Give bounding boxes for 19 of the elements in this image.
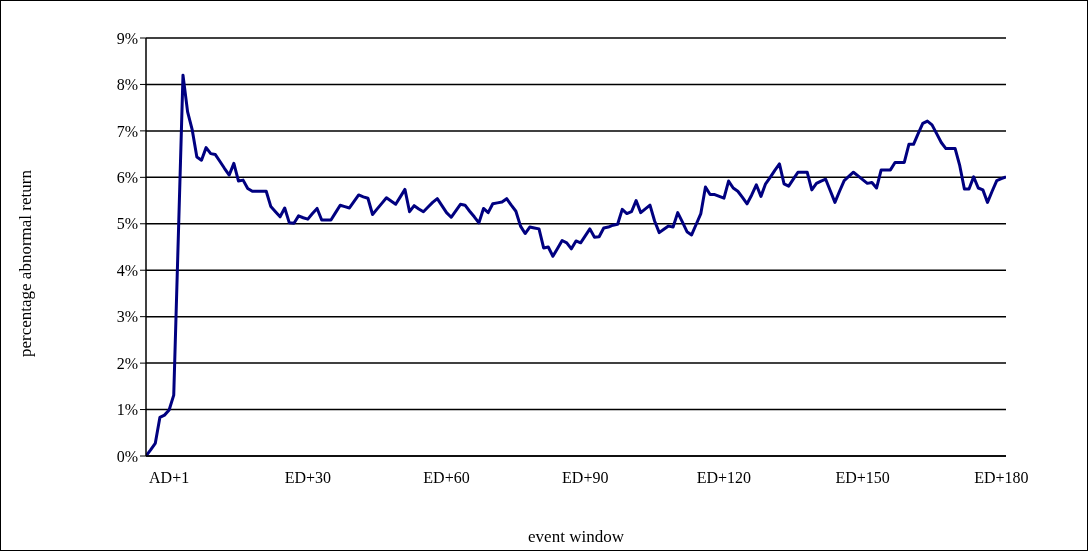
y-tick-label: 2% (116, 354, 138, 372)
x-tick-label: ED+90 (562, 469, 609, 487)
y-tick-label: 9% (116, 29, 138, 47)
y-tick-label: 1% (116, 401, 138, 419)
x-axis-title: event window (528, 527, 625, 546)
y-tick-label: 7% (116, 122, 138, 140)
x-tick-label: ED+150 (835, 469, 890, 487)
y-tick-label: 6% (116, 169, 138, 187)
y-tick-label: 3% (116, 308, 138, 326)
x-tick-label: ED+60 (423, 469, 470, 487)
y-tick-label: 0% (116, 447, 138, 465)
y-tick-label: 5% (116, 215, 138, 233)
x-tick-label: ED+120 (696, 469, 752, 487)
x-tick-label: ED+180 (974, 469, 1029, 487)
y-tick-label: 8% (116, 76, 138, 94)
y-axis-title: percentage abnormal return (16, 169, 36, 357)
x-tick-label: ED+30 (284, 469, 332, 487)
y-tick-label: 4% (116, 261, 138, 279)
x-tick-label: AD+1 (149, 469, 190, 487)
